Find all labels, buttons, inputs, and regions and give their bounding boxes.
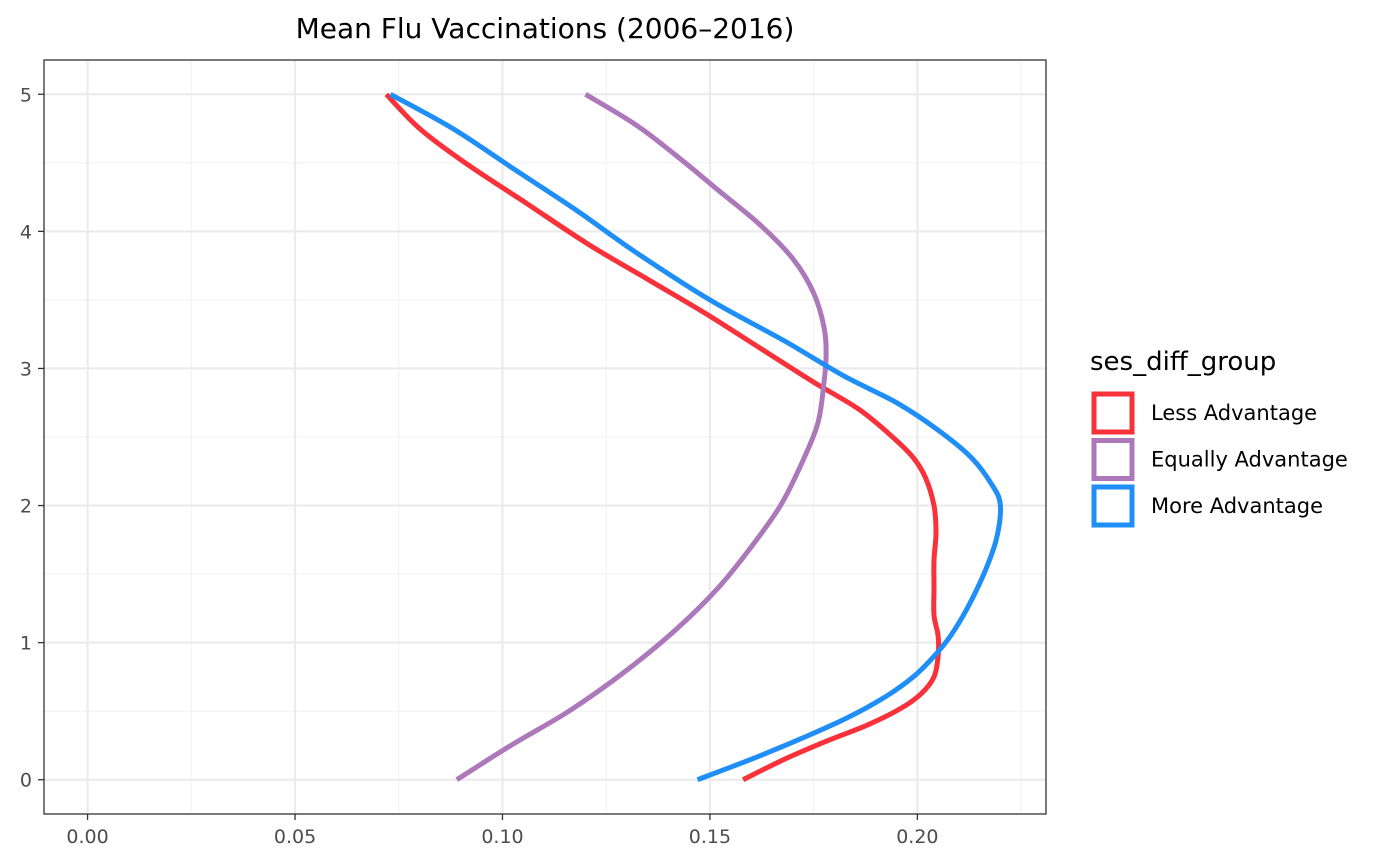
x-axis: 0.00 0.05 0.10 0.15 0.20 [66,814,939,848]
legend-item-equally-advantage: Equally Advantage [1091,438,1348,481]
plot-panel [43,59,1047,815]
x-tick-label: 0.10 [481,826,523,848]
legend-key-equally-advantage [1091,438,1135,481]
series-line-less-advantage [384,92,942,782]
series-line-more-advantage [389,92,1004,783]
legend-item-less-advantage: Less Advantage [1091,391,1317,435]
y-tick-label: 1 [20,633,32,655]
x-tick-label: 0.05 [274,826,316,848]
legend-label-less-advantage: Less Advantage [1151,401,1317,425]
legend-items: Less Advantage Equally Advantage More Adva… [1091,391,1348,528]
series-lines [384,92,1004,783]
series-line-equally-advantage [455,92,829,782]
panel-border [43,59,1047,815]
legend-key-less-advantage [1091,391,1135,435]
minor-gridlines [44,60,1046,814]
y-tick-label: 2 [20,496,32,518]
legend-label-more-advantage: More Advantage [1151,494,1323,518]
x-tick-label: 0.15 [689,826,731,848]
legend-label-equally-advantage: Equally Advantage [1151,448,1348,472]
y-tick-label: 0 [20,770,32,792]
chart-title: Mean Flu Vaccinations (2006–2016) [296,12,795,45]
y-tick-label: 3 [20,358,32,380]
legend: ses_diff_group Less Advantage Equally Adv… [1090,347,1348,528]
legend-item-more-advantage: More Advantage [1091,484,1323,528]
y-tick-label: 5 [20,84,32,106]
y-tick-label: 4 [20,221,32,243]
legend-title: ses_diff_group [1090,347,1276,377]
y-axis: 0 1 2 3 4 5 [20,84,44,792]
x-tick-label: 0.20 [896,826,938,848]
x-tick-label: 0.00 [66,826,108,848]
legend-key-more-advantage [1091,484,1135,528]
